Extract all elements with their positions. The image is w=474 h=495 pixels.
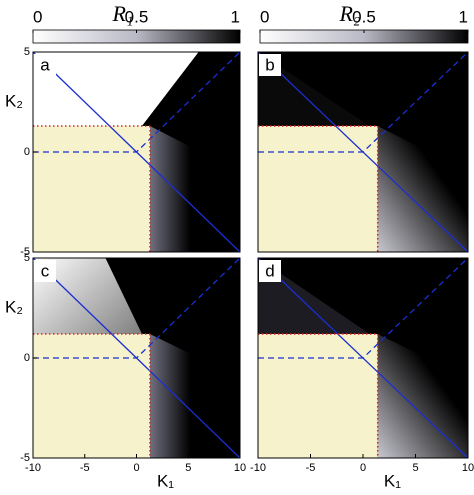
colorbar-tick-label: 1 (459, 7, 468, 26)
heatmap-region (258, 258, 468, 378)
colorbar-label: R₁ (111, 1, 133, 26)
y-tick-label: 0 (24, 352, 30, 364)
colorbar-tick-label: 1 (231, 7, 240, 26)
panel-label-box (259, 54, 281, 76)
dashed-line (33, 51, 241, 153)
x-tick-label: -10 (250, 462, 266, 474)
x-tick-label: 5 (185, 462, 191, 474)
y-tick-label: -5 (20, 246, 30, 258)
panel-label: d (265, 261, 274, 280)
x-tick-label: 10 (462, 462, 474, 474)
dashed-line (258, 257, 469, 359)
panel-label-box (34, 260, 56, 282)
y-tick-label: 5 (24, 252, 30, 264)
heatmap-region (258, 52, 468, 172)
panel-frame (257, 51, 469, 253)
y-tick-label: 5 (24, 46, 30, 58)
colorbar-tick-label: 0 (33, 7, 42, 26)
panel-label: b (265, 55, 274, 74)
x-tick-label: 10 (234, 462, 246, 474)
colorbar-tick-label: 0 (260, 7, 269, 26)
x-axis-label: K₁ (157, 471, 174, 490)
x-tick-label: 0 (133, 462, 139, 474)
panel-label-box (259, 260, 281, 282)
heatmap-region (105, 258, 240, 378)
y-tick-label: -5 (20, 452, 30, 464)
heatmap-region (258, 334, 378, 458)
x-tick-label: 0 (360, 462, 366, 474)
colorbar-tick-label: 0.5 (125, 7, 149, 26)
x-axis-label: K₁ (384, 471, 401, 490)
colorbar-label: R₂ (338, 1, 360, 26)
heatmap-region (33, 334, 150, 458)
x-tick-label: -10 (25, 462, 41, 474)
x-tick-label: 5 (412, 462, 418, 474)
heatmap-region (258, 126, 378, 252)
x-tick-label: -5 (80, 462, 90, 474)
heatmap-region (141, 52, 240, 172)
heatmap-region (33, 126, 150, 252)
colorbar-tick-label: 0.5 (352, 7, 376, 26)
dashed-line (33, 257, 241, 359)
x-tick-label: -5 (306, 462, 316, 474)
y-axis-label: K₂ (5, 297, 23, 316)
dashed-line (258, 51, 469, 153)
y-axis-label: K₂ (5, 91, 23, 110)
panel-label-box (34, 54, 56, 76)
panel-label: c (41, 261, 50, 280)
panel-label: a (40, 55, 50, 74)
y-tick-label: 0 (24, 146, 30, 158)
